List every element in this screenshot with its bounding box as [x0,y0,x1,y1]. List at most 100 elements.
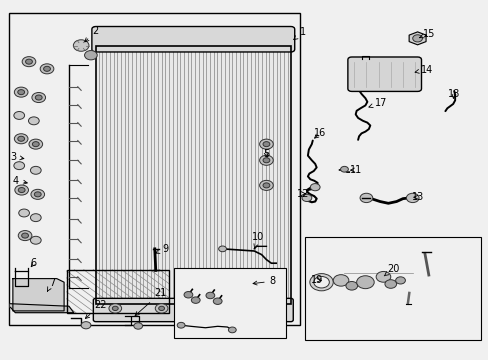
Text: 10: 10 [251,232,264,248]
Circle shape [28,117,39,125]
Circle shape [32,141,39,147]
Circle shape [228,327,236,333]
Circle shape [30,166,41,174]
Circle shape [18,230,32,240]
Text: 19: 19 [310,275,322,285]
Circle shape [15,185,28,195]
Circle shape [218,246,226,252]
Circle shape [263,183,269,188]
Circle shape [246,306,252,311]
Polygon shape [10,304,74,313]
Circle shape [203,304,216,313]
Text: 16: 16 [313,129,325,138]
Circle shape [302,194,311,202]
Circle shape [263,141,269,147]
Circle shape [259,180,273,190]
Circle shape [332,275,348,286]
Circle shape [375,271,390,282]
Circle shape [310,184,320,191]
Text: 2: 2 [84,26,99,42]
Text: 4: 4 [12,176,27,186]
Circle shape [309,274,332,291]
Circle shape [22,57,36,67]
Circle shape [14,112,24,120]
Polygon shape [408,32,425,45]
Circle shape [14,134,28,144]
Circle shape [21,233,28,238]
Bar [9,13,299,325]
Circle shape [259,155,273,165]
Circle shape [14,87,28,97]
Circle shape [14,162,24,170]
Circle shape [29,139,42,149]
Circle shape [18,188,25,193]
Circle shape [359,193,372,203]
Circle shape [30,214,41,222]
Text: 5: 5 [263,149,269,159]
Circle shape [207,306,213,311]
Text: 9: 9 [155,244,168,254]
Text: 22: 22 [85,300,107,319]
Text: 1: 1 [293,27,305,40]
Text: 17: 17 [368,98,386,108]
Circle shape [31,189,44,199]
Circle shape [340,166,347,172]
Text: 20: 20 [384,264,399,276]
Bar [305,237,480,339]
Circle shape [23,58,34,66]
Circle shape [109,304,122,313]
Circle shape [81,321,91,329]
Circle shape [155,304,167,313]
Circle shape [84,50,97,60]
Circle shape [18,90,24,95]
Circle shape [384,280,396,288]
Bar [173,268,285,338]
Circle shape [29,140,40,148]
Text: 11: 11 [349,165,361,175]
Text: 21: 21 [135,288,166,316]
FancyBboxPatch shape [93,298,293,321]
Circle shape [34,192,41,197]
Circle shape [356,276,373,289]
Polygon shape [13,279,64,311]
Circle shape [395,277,405,284]
Text: 6: 6 [31,258,37,268]
Circle shape [43,66,50,71]
Circle shape [158,306,164,311]
Circle shape [213,298,222,305]
Circle shape [16,135,26,143]
Bar [96,45,290,304]
Circle shape [20,231,30,239]
Circle shape [134,323,142,329]
Circle shape [259,139,273,149]
Text: 3: 3 [10,152,24,162]
Circle shape [205,292,214,299]
Circle shape [191,297,200,303]
Circle shape [41,65,52,73]
Circle shape [412,35,422,42]
FancyBboxPatch shape [347,57,421,91]
Circle shape [243,304,255,313]
Circle shape [33,94,44,102]
Circle shape [32,93,45,103]
Circle shape [30,236,41,244]
Circle shape [35,95,42,100]
Circle shape [263,158,269,163]
Text: 13: 13 [410,192,423,202]
Text: 15: 15 [419,29,434,39]
Circle shape [25,59,32,64]
Circle shape [73,40,89,51]
Circle shape [345,282,357,290]
Circle shape [40,64,54,74]
Bar [66,270,168,313]
Text: 8: 8 [253,276,275,286]
Text: 7: 7 [47,278,55,291]
Circle shape [32,190,42,198]
Circle shape [16,88,26,96]
Text: 12: 12 [296,189,308,199]
Circle shape [406,193,418,203]
Circle shape [19,209,29,217]
Circle shape [18,136,24,141]
Circle shape [183,292,192,298]
Text: 18: 18 [447,89,459,99]
